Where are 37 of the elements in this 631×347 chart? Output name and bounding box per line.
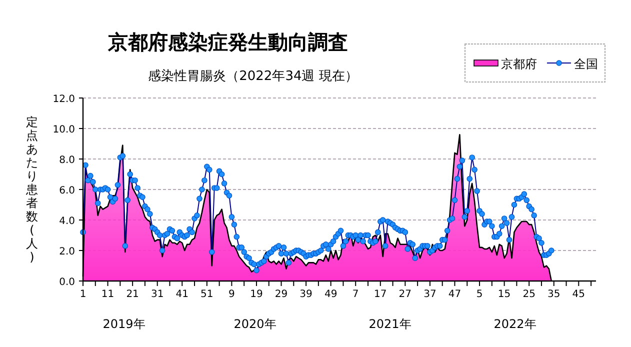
x-tick-label: 29	[274, 289, 288, 300]
x-tick-label: 39	[300, 289, 312, 300]
y-tick-label: 4.0	[59, 216, 75, 227]
x-tick-label: 11	[101, 289, 114, 300]
text: 2020年	[234, 317, 276, 331]
legend-label: 京都府	[501, 57, 537, 71]
x-tick-label: 1	[80, 289, 86, 300]
x-tick-label: 49	[324, 289, 338, 300]
text: 2019年	[102, 317, 146, 331]
x-tick-label: 21	[126, 289, 139, 300]
x-tick-label: 17	[374, 289, 387, 300]
x-tick-label: 51	[200, 289, 214, 300]
x-tick-label: 25	[522, 289, 536, 300]
y-tick-label: 0.0	[59, 277, 75, 288]
y-tick-label: 12.0	[52, 94, 75, 105]
legend-label: 全国	[574, 57, 598, 71]
x-tick-label: 27	[398, 289, 412, 300]
x-tick-label: 45	[572, 289, 586, 300]
x-tick-label: 5	[476, 289, 483, 300]
x-tick-label: 37	[424, 289, 436, 300]
x-tick-label: 31	[150, 289, 164, 300]
y-tick-label: 2.0	[59, 246, 75, 258]
chart-title: 京都府感染症発生動向調査	[107, 30, 348, 54]
x-tick-label: 15	[498, 289, 511, 300]
x-tick-label: 7	[352, 289, 359, 300]
x-tick-label: 41	[176, 289, 188, 300]
y-tick-label: 10.0	[52, 124, 75, 136]
y-tick-label: 6.0	[59, 186, 75, 196]
text: 2021年	[368, 317, 412, 331]
x-tick-label: 35	[548, 289, 560, 300]
x-tick-label: 19	[250, 289, 263, 300]
x-tick-label: 47	[448, 289, 462, 300]
text: 2022年	[494, 317, 536, 331]
x-tick-label: 9	[228, 289, 235, 300]
text: 定点あたり患者数(人)	[26, 115, 38, 264]
chart-subtitle: 感染性胃腸炎（2022年34週 現在）	[148, 69, 358, 84]
y-tick-label: 8.0	[59, 155, 75, 166]
